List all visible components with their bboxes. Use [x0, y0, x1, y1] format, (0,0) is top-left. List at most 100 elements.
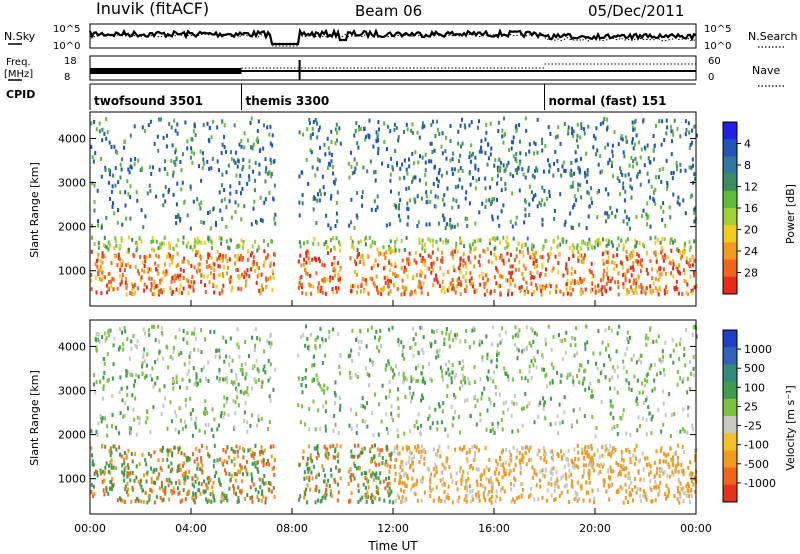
data-cell	[406, 257, 408, 262]
data-cell	[270, 489, 273, 494]
data-cell	[208, 264, 211, 269]
data-cell	[371, 362, 374, 367]
data-cell	[196, 251, 199, 256]
data-cell	[494, 385, 497, 389]
data-cell	[168, 188, 170, 192]
data-cell	[663, 253, 666, 258]
data-cell	[671, 461, 674, 466]
data-cell	[178, 406, 181, 411]
data-cell	[273, 159, 276, 163]
data-cell	[506, 242, 509, 247]
data-cell	[208, 139, 211, 144]
data-cell	[476, 398, 479, 403]
data-cell	[350, 454, 353, 459]
data-cell	[334, 400, 337, 405]
data-cell	[135, 240, 138, 245]
data-cell	[98, 129, 101, 134]
data-cell	[420, 444, 423, 449]
data-cell	[627, 340, 630, 345]
data-cell	[498, 256, 501, 260]
data-cell	[169, 469, 172, 474]
data-cell	[365, 366, 367, 371]
data-cell	[650, 487, 653, 492]
nsky-label: N.Sky	[4, 30, 36, 43]
data-cell	[121, 272, 124, 277]
data-cell	[254, 239, 257, 244]
data-cell	[411, 326, 414, 331]
data-cell	[201, 463, 204, 468]
data-cell	[147, 494, 150, 498]
data-cell	[573, 245, 575, 250]
data-cell	[534, 168, 537, 173]
data-cell	[469, 489, 472, 494]
data-cell	[174, 150, 177, 155]
data-cell	[648, 411, 651, 416]
data-cell	[433, 277, 436, 282]
data-cell	[119, 282, 122, 287]
data-cell	[151, 292, 154, 297]
data-cell	[578, 167, 581, 172]
data-cell	[129, 291, 132, 295]
data-cell	[183, 256, 185, 261]
data-cell	[506, 278, 509, 283]
data-cell	[645, 417, 648, 422]
data-cell	[420, 371, 423, 376]
data-cell	[563, 453, 566, 457]
data-cell	[196, 269, 198, 274]
data-cell	[267, 427, 270, 432]
data-cell	[445, 495, 448, 500]
data-cell	[387, 291, 390, 296]
data-cell	[609, 279, 612, 284]
data-cell	[401, 481, 404, 486]
data-cell	[374, 241, 377, 245]
data-cell	[593, 245, 596, 250]
data-cell	[587, 462, 590, 467]
data-cell	[213, 443, 216, 448]
data-cell	[640, 282, 643, 287]
data-cell	[572, 463, 575, 468]
data-cell	[602, 483, 605, 488]
data-cell	[353, 284, 356, 289]
data-cell	[267, 171, 269, 176]
data-cell	[303, 257, 306, 262]
data-cell	[462, 377, 465, 382]
data-cell	[104, 444, 107, 449]
data-cell	[304, 343, 307, 348]
data-cell	[415, 448, 418, 453]
data-cell	[398, 481, 400, 485]
data-cell	[336, 219, 339, 224]
data-cell	[300, 274, 303, 279]
data-cell	[616, 364, 619, 369]
data-cell	[337, 274, 340, 279]
data-cell	[244, 340, 247, 344]
data-cell	[297, 353, 300, 358]
data-cell	[235, 491, 238, 496]
data-cell	[191, 482, 194, 487]
data-cell	[552, 334, 555, 339]
data-cell	[622, 408, 625, 413]
data-cell	[233, 472, 236, 477]
data-cell	[172, 255, 175, 259]
data-cell	[401, 258, 404, 263]
data-cell	[158, 117, 161, 122]
data-cell	[175, 157, 178, 162]
data-cell	[235, 472, 238, 477]
data-cell	[474, 404, 477, 409]
data-cell	[325, 492, 328, 497]
data-cell	[222, 274, 225, 279]
data-cell	[646, 143, 649, 148]
data-cell	[108, 470, 111, 475]
data-cell	[95, 127, 98, 132]
data-cell	[454, 395, 457, 400]
data-cell	[324, 279, 326, 284]
data-cell	[618, 192, 621, 197]
data-cell	[659, 449, 662, 454]
data-cell	[597, 329, 600, 334]
data-cell	[484, 151, 487, 156]
data-cell	[381, 161, 384, 166]
data-cell	[457, 168, 460, 173]
data-cell	[612, 174, 614, 179]
data-cell	[609, 386, 612, 391]
data-cell	[226, 271, 229, 276]
data-cell	[489, 238, 492, 243]
